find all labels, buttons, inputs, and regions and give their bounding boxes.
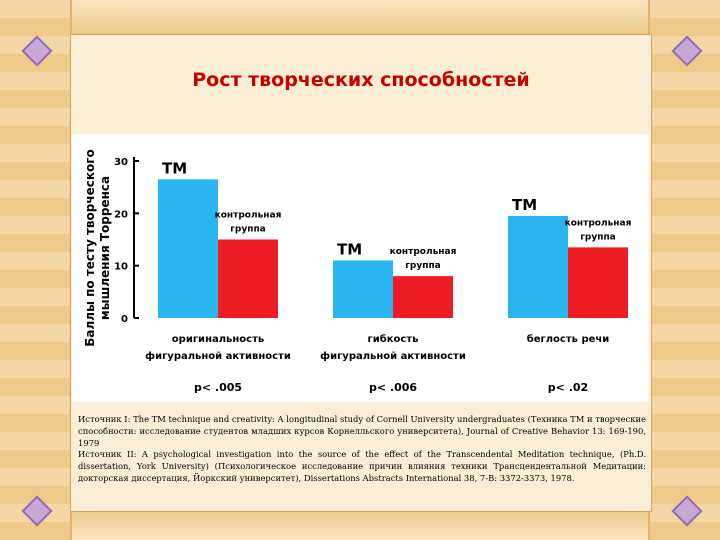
control-bar-label: контрольная <box>390 247 457 257</box>
y-axis-label-line: мышления Торренса <box>98 176 112 320</box>
control-bar-label: контрольная <box>215 211 282 221</box>
category-labels: оригинальность фигуральной активности p< .… <box>145 333 609 394</box>
tm-bar-label: ТМ <box>162 159 187 177</box>
control-bar-label: контрольная <box>565 218 632 228</box>
control-bar <box>393 276 453 318</box>
control-bar <box>218 239 278 318</box>
control-bar-label: группа <box>230 225 266 235</box>
bottom-ornamental-band <box>0 508 720 540</box>
p-value-label: p< .02 <box>548 381 588 394</box>
p-value-label: p< .005 <box>194 381 242 394</box>
p-value-label: p< .006 <box>369 381 417 394</box>
category-label: фигуральной активности <box>145 350 291 362</box>
y-tick-label: 30 <box>114 157 128 168</box>
category-label: гибкость <box>368 333 419 345</box>
sources-block: Источник I: The TM technique and creativ… <box>78 414 646 485</box>
right-ornamental-column <box>648 0 720 540</box>
y-axis: 0 10 20 30 <box>114 157 139 325</box>
bar-chart: Баллы по тесту творческого мышления Торр… <box>83 149 632 394</box>
tm-bar-label: ТМ <box>512 196 537 214</box>
y-tick-label: 0 <box>121 314 128 325</box>
tm-bar <box>508 215 568 318</box>
y-tick-label: 20 <box>114 209 128 220</box>
y-axis-label-line: Баллы по тесту творческого <box>83 149 97 347</box>
source-citation: Источник I: The TM technique and creativ… <box>78 414 646 448</box>
control-bar <box>568 247 628 318</box>
y-tick-label: 10 <box>114 262 128 273</box>
tm-bar-label: ТМ <box>337 240 362 258</box>
top-ornamental-band <box>0 0 720 36</box>
tm-bar <box>158 179 218 318</box>
category-label: оригинальность <box>172 334 264 345</box>
tm-bar <box>333 260 393 318</box>
category-label: фигуральной активности <box>320 350 466 362</box>
control-bar-label: группа <box>405 261 441 271</box>
source-citation: Источник II: A psychological investigati… <box>78 449 646 483</box>
chart-area: Баллы по тесту творческого мышления Торр… <box>72 134 649 402</box>
category-label: беглость речи <box>527 333 610 345</box>
slide-title: Рост творческих способностей <box>192 69 530 91</box>
bars: ТМ контрольная группа ТМ контрольная группа ТМ… <box>158 159 632 318</box>
left-ornamental-column <box>0 0 72 540</box>
control-bar-label: группа <box>580 232 616 242</box>
